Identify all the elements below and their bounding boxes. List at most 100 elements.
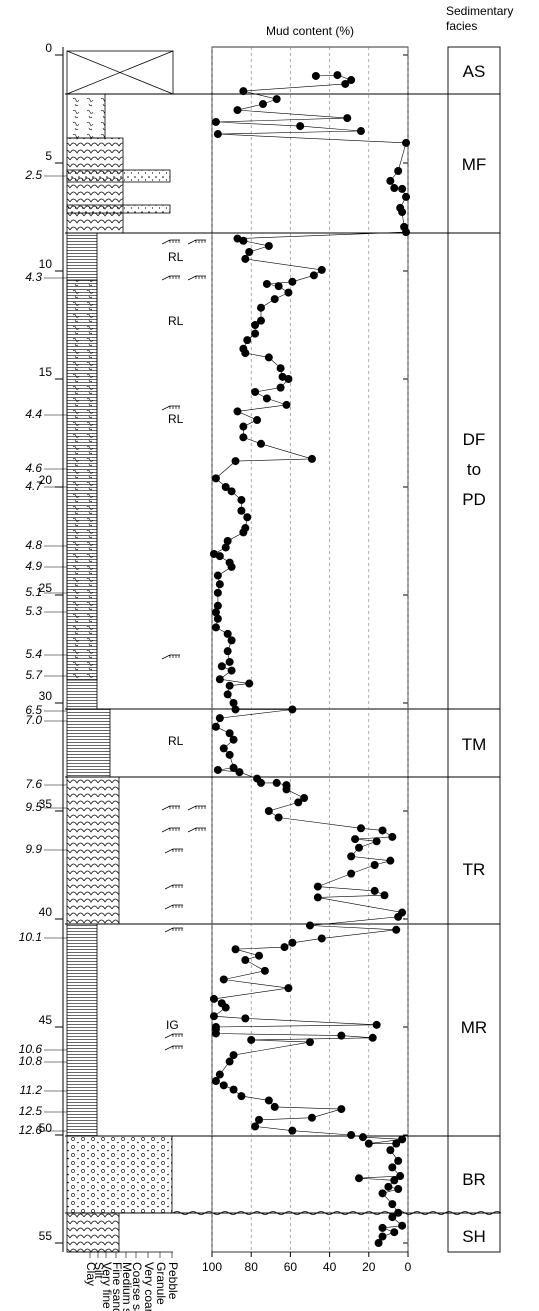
mud-point <box>276 364 285 373</box>
mud-point <box>241 956 250 965</box>
structure-label: IG <box>166 1018 179 1032</box>
mud-line <box>213 74 407 1244</box>
grain-size-label: Pebble <box>166 1262 180 1300</box>
mud-point <box>313 893 322 902</box>
no-core-cross <box>66 50 174 95</box>
mud-point <box>213 614 222 623</box>
mud-point <box>262 279 271 288</box>
mud-point <box>211 722 220 731</box>
mud-point <box>372 1020 381 1029</box>
mud-point <box>390 184 399 193</box>
mud-point <box>280 943 289 952</box>
mud-point <box>262 394 271 403</box>
mud-point <box>239 236 248 245</box>
mud-point <box>257 439 265 448</box>
mud-point <box>255 951 264 960</box>
mud-point <box>221 483 230 491</box>
mud-point <box>272 778 281 787</box>
depth-tick-label: 20 <box>39 473 53 487</box>
mud-tick-label: 60 <box>284 1260 298 1274</box>
mud-point <box>211 117 220 126</box>
grain-size-label: Medium sand <box>120 1262 134 1311</box>
mud-point <box>264 241 273 250</box>
mud-point <box>347 76 356 85</box>
mud-point <box>251 329 260 338</box>
mud-point <box>282 785 291 794</box>
facies-label: MF <box>461 155 487 174</box>
mud-point <box>235 768 244 777</box>
age-label: 5.4 <box>25 647 42 661</box>
mud-point <box>223 537 232 545</box>
mud-point <box>288 705 297 714</box>
age-label: 10.1 <box>19 930 42 944</box>
mud-point <box>402 138 411 147</box>
mud-point <box>390 1228 399 1237</box>
mud-point <box>390 1176 399 1185</box>
mud-point <box>317 265 326 274</box>
facies-frame <box>447 46 501 1253</box>
layer <box>66 204 171 214</box>
mud-tick-label: 100 <box>202 1260 222 1274</box>
mud-point <box>398 208 407 217</box>
mud-point <box>245 679 254 688</box>
mud-point <box>368 1033 377 1042</box>
age-label: 10.6 <box>19 1042 43 1056</box>
mud-point <box>282 400 291 409</box>
chart-title: Mud content (%) <box>265 24 355 38</box>
mud-point <box>355 1174 363 1183</box>
facies-label: SH <box>462 1227 486 1246</box>
mud-point <box>231 457 240 466</box>
mud-point <box>209 1012 218 1021</box>
ripple-symbol <box>164 904 183 910</box>
layer <box>66 708 111 778</box>
mud-point <box>307 454 316 463</box>
grain-size-label: Granule <box>154 1262 168 1305</box>
mud-point <box>380 891 389 900</box>
mud-point <box>370 861 379 869</box>
mud-point <box>239 87 248 96</box>
mud-point <box>233 407 242 416</box>
mud-point <box>223 629 232 638</box>
layer <box>66 137 124 234</box>
depth-tick-label: 30 <box>39 689 53 703</box>
mud-point <box>398 1221 407 1230</box>
mud-tick-label: 40 <box>323 1260 337 1274</box>
mud-point <box>343 114 352 123</box>
mud-point <box>364 1139 373 1148</box>
mud-point <box>251 321 260 329</box>
mud-point <box>288 277 297 286</box>
mud-point <box>317 934 326 943</box>
ripple-symbol <box>164 1033 183 1039</box>
age-label: 4.3 <box>25 270 42 284</box>
depth-tick-label: 55 <box>39 1229 53 1243</box>
lithology-column <box>66 50 174 1253</box>
mud-point <box>223 647 232 656</box>
ripple-symbol <box>164 848 183 854</box>
mud-point <box>211 474 220 483</box>
mud-point <box>351 835 360 844</box>
facies-title: Sedimentary facies <box>446 4 514 33</box>
mud-point <box>229 699 238 707</box>
structure-label: RL <box>168 314 184 328</box>
mud-point <box>358 1133 367 1142</box>
mud-point <box>311 71 320 80</box>
ripple-symbol <box>187 805 206 811</box>
mud-point <box>333 71 342 80</box>
mud-point <box>260 966 269 975</box>
mud-point <box>227 636 236 645</box>
mud-point <box>264 1096 273 1105</box>
mud-point <box>233 106 242 115</box>
ripple-symbol <box>164 927 183 933</box>
depth-tick-label: 15 <box>39 365 53 379</box>
mud-point <box>307 1113 316 1122</box>
mud-point <box>241 1014 250 1023</box>
layer <box>66 1135 173 1214</box>
depth-tick-label: 10 <box>39 257 53 271</box>
mud-point <box>374 1239 383 1247</box>
mud-point <box>241 254 250 263</box>
mud-point <box>337 1031 346 1040</box>
structure-label: RL <box>168 734 184 748</box>
facies-label: MR <box>460 1018 488 1037</box>
mud-point <box>225 729 234 738</box>
